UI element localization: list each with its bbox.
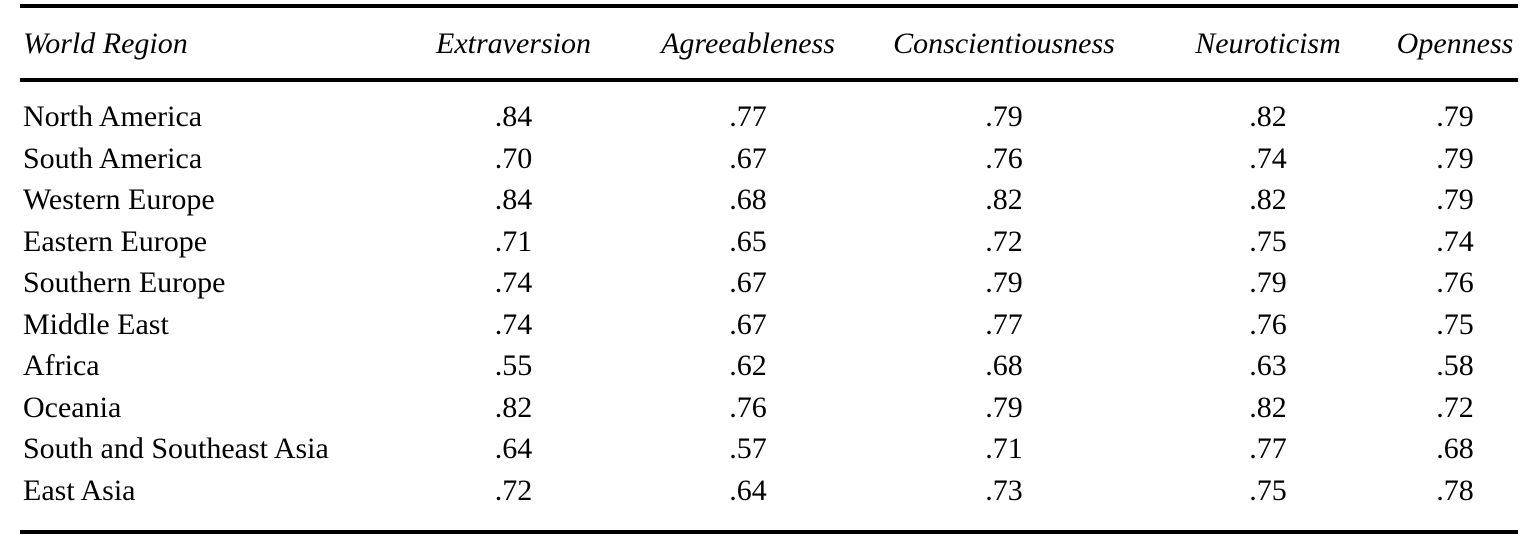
table-cell: .75 xyxy=(1436,307,1474,341)
row-label: Southern Europe xyxy=(23,266,226,299)
table-cell: .78 xyxy=(1436,473,1474,507)
row-label: Oceania xyxy=(23,390,122,424)
table-cell: .79 xyxy=(1436,141,1474,175)
table-cell: .63 xyxy=(1249,349,1287,382)
table-row: Western Europe .84 .68 .82 .82 .79 xyxy=(20,179,1518,221)
table-cell: .72 xyxy=(985,224,1023,258)
table-head: World Region Extraversion Agreeableness Con… xyxy=(20,6,1518,82)
table-cell: .57 xyxy=(729,432,767,465)
row-label: East Asia xyxy=(23,473,136,507)
table-cell: .68 xyxy=(729,183,767,216)
table-cell: .76 xyxy=(1436,266,1474,299)
table-row: East Asia .72 .64 .73 .75 .78 xyxy=(20,470,1518,533)
row-label: Eastern Europe xyxy=(23,224,208,258)
table-cell: .68 xyxy=(985,349,1023,382)
table-cell: .79 xyxy=(985,390,1023,424)
table-cell: .67 xyxy=(729,141,767,175)
column-header: Agreeableness xyxy=(632,6,864,82)
table-cell: .76 xyxy=(985,141,1023,175)
row-label: Africa xyxy=(23,349,100,382)
header-row: World Region Extraversion Agreeableness Con… xyxy=(20,6,1518,82)
column-header: Extraversion xyxy=(395,6,632,82)
table-cell: .70 xyxy=(494,141,533,175)
column-header: Conscientiousness xyxy=(864,6,1144,82)
table-row: Oceania .82 .76 .79 .82 .72 xyxy=(20,387,1518,429)
table-row: South America .70 .67 .76 .74 .79 xyxy=(20,138,1518,180)
table-cell: .75 xyxy=(1249,224,1287,258)
table-cell: .64 xyxy=(729,473,767,507)
table-cell: .71 xyxy=(494,224,533,258)
table-row: Middle East .74 .67 .77 .76 .75 xyxy=(20,304,1518,346)
table-cell: .68 xyxy=(1436,432,1474,465)
table-row: Eastern Europe .71 .65 .72 .75 .74 xyxy=(20,221,1518,263)
table-row: South and Southeast Asia .64 .57 .71 .77 .68 xyxy=(20,428,1518,470)
table-cell: .82 xyxy=(1249,100,1287,133)
table-cell: .64 xyxy=(494,432,533,465)
table-cell: .79 xyxy=(985,100,1023,133)
table-cell: .82 xyxy=(985,183,1023,216)
table-cell: .84 xyxy=(494,100,533,133)
column-header-region: World Region xyxy=(20,6,395,82)
table-cell: .82 xyxy=(1249,390,1287,424)
table-cell: .74 xyxy=(494,307,533,341)
table-cell: .79 xyxy=(1436,100,1474,133)
table-row: North America .84 .77 .79 .82 .79 xyxy=(20,80,1518,138)
table-cell: .71 xyxy=(985,432,1023,465)
table-cell: .65 xyxy=(729,224,767,258)
table-cell: .72 xyxy=(1436,390,1474,424)
table-cell: .76 xyxy=(1249,307,1287,341)
table-cell: .55 xyxy=(494,349,533,382)
row-label: Middle East xyxy=(23,307,169,341)
table-cell: .74 xyxy=(1249,141,1287,175)
table-cell: .58 xyxy=(1436,349,1474,382)
table-cell: .79 xyxy=(985,266,1023,299)
row-label: Western Europe xyxy=(23,183,215,216)
column-header: Neuroticism xyxy=(1144,6,1392,82)
table-cell: .77 xyxy=(1249,432,1287,465)
table-cell: .76 xyxy=(729,390,767,424)
table-body: North America .84.77.79.82.79 South Americ… xyxy=(20,80,1518,532)
table-cell: .82 xyxy=(494,390,533,424)
table-cell: .74 xyxy=(494,266,533,299)
table-row: Southern Europe .74 .67 .79 .79 .76 xyxy=(20,262,1518,304)
table-cell: .74 xyxy=(1436,224,1474,258)
table-cell: .82 xyxy=(1249,183,1287,216)
table-cell: .67 xyxy=(729,307,767,341)
table-cell: .77 xyxy=(729,100,767,133)
regions-personality-table: World Region Extraversion Agreeableness Con… xyxy=(20,4,1518,534)
table-cell: .75 xyxy=(1249,473,1287,507)
row-label: South and Southeast Asia xyxy=(23,432,329,465)
table-cell: .62 xyxy=(729,349,767,382)
table-row: Africa .55 .62 .68 .63 .58 xyxy=(20,345,1518,387)
table-cell: .72 xyxy=(494,473,533,507)
table-cell: .77 xyxy=(985,307,1023,341)
table-cell: .67 xyxy=(729,266,767,299)
table-cell: .79 xyxy=(1436,183,1474,216)
table-cell: .84 xyxy=(494,183,533,216)
row-label: South America xyxy=(23,141,203,175)
table-cell: .73 xyxy=(985,473,1023,507)
table-cell: .79 xyxy=(1249,266,1287,299)
column-header: Openness xyxy=(1392,6,1518,82)
row-label: North America xyxy=(23,100,203,133)
